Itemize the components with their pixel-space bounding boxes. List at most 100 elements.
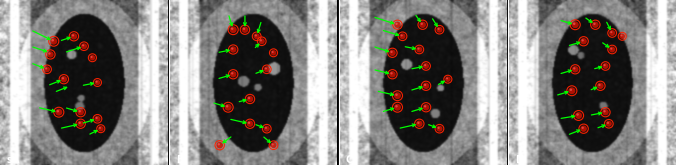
Circle shape [50, 38, 57, 45]
Circle shape [417, 122, 420, 124]
Circle shape [575, 112, 582, 119]
Circle shape [389, 71, 395, 78]
Circle shape [420, 23, 423, 25]
Circle shape [61, 76, 67, 82]
Circle shape [91, 56, 93, 58]
Circle shape [573, 67, 575, 69]
Circle shape [241, 26, 248, 33]
Circle shape [248, 122, 250, 124]
Circle shape [437, 127, 439, 129]
Circle shape [270, 142, 276, 148]
Circle shape [78, 110, 81, 112]
Circle shape [581, 127, 584, 129]
Circle shape [416, 47, 422, 52]
Circle shape [247, 120, 254, 127]
Circle shape [580, 38, 587, 45]
Circle shape [581, 39, 584, 41]
Circle shape [95, 80, 100, 85]
Circle shape [81, 43, 87, 49]
Circle shape [264, 66, 270, 72]
Circle shape [264, 126, 270, 132]
Circle shape [602, 63, 608, 69]
Circle shape [260, 39, 262, 41]
Circle shape [218, 143, 220, 145]
Circle shape [259, 38, 265, 44]
Circle shape [82, 44, 84, 46]
Circle shape [224, 104, 232, 111]
Circle shape [254, 33, 260, 39]
Circle shape [619, 33, 625, 39]
Circle shape [422, 82, 429, 89]
Circle shape [95, 117, 97, 119]
Circle shape [598, 84, 601, 86]
Circle shape [577, 113, 579, 116]
Circle shape [44, 66, 50, 72]
Circle shape [603, 110, 606, 112]
Circle shape [621, 34, 623, 36]
Circle shape [99, 127, 101, 129]
Circle shape [592, 21, 599, 28]
Text: B: B [176, 155, 183, 165]
Circle shape [395, 105, 397, 108]
Circle shape [231, 27, 233, 30]
Circle shape [248, 97, 250, 99]
Text: C: C [345, 155, 353, 165]
Circle shape [610, 48, 612, 50]
Circle shape [70, 33, 77, 40]
Circle shape [569, 87, 575, 94]
Circle shape [602, 109, 608, 116]
Circle shape [423, 63, 429, 69]
Circle shape [270, 50, 276, 56]
Circle shape [255, 34, 257, 36]
Circle shape [95, 116, 101, 122]
Text: sA: sA [7, 155, 20, 165]
Circle shape [437, 28, 439, 30]
Circle shape [226, 105, 228, 108]
Circle shape [446, 77, 448, 79]
Circle shape [394, 104, 401, 111]
Circle shape [90, 55, 95, 61]
Circle shape [437, 126, 443, 132]
Circle shape [607, 122, 609, 124]
Circle shape [609, 30, 615, 36]
Circle shape [437, 27, 443, 33]
Circle shape [394, 92, 401, 99]
Circle shape [51, 39, 54, 42]
Circle shape [424, 84, 427, 86]
Circle shape [265, 127, 267, 129]
Circle shape [230, 46, 237, 53]
Circle shape [230, 71, 237, 78]
Circle shape [45, 67, 47, 69]
Circle shape [98, 126, 103, 132]
Circle shape [570, 88, 572, 91]
Circle shape [604, 64, 606, 66]
Circle shape [77, 109, 84, 116]
Circle shape [231, 47, 233, 50]
Circle shape [231, 72, 233, 74]
Circle shape [419, 21, 426, 28]
Circle shape [606, 121, 612, 127]
Circle shape [572, 66, 579, 73]
Circle shape [610, 31, 612, 33]
Circle shape [55, 109, 62, 116]
Circle shape [95, 81, 97, 83]
Circle shape [416, 120, 422, 127]
Circle shape [47, 51, 53, 58]
Circle shape [57, 110, 59, 113]
Text: D: D [514, 155, 523, 165]
Circle shape [243, 28, 245, 30]
Circle shape [216, 142, 223, 148]
Circle shape [72, 34, 74, 36]
Circle shape [424, 105, 427, 107]
Circle shape [572, 21, 579, 28]
Circle shape [62, 77, 64, 79]
Circle shape [594, 23, 596, 25]
Circle shape [395, 23, 397, 25]
Circle shape [422, 104, 429, 111]
Circle shape [445, 76, 451, 82]
Circle shape [573, 22, 575, 25]
Circle shape [401, 34, 403, 36]
Circle shape [417, 48, 420, 50]
Circle shape [609, 47, 615, 52]
Circle shape [390, 51, 393, 53]
